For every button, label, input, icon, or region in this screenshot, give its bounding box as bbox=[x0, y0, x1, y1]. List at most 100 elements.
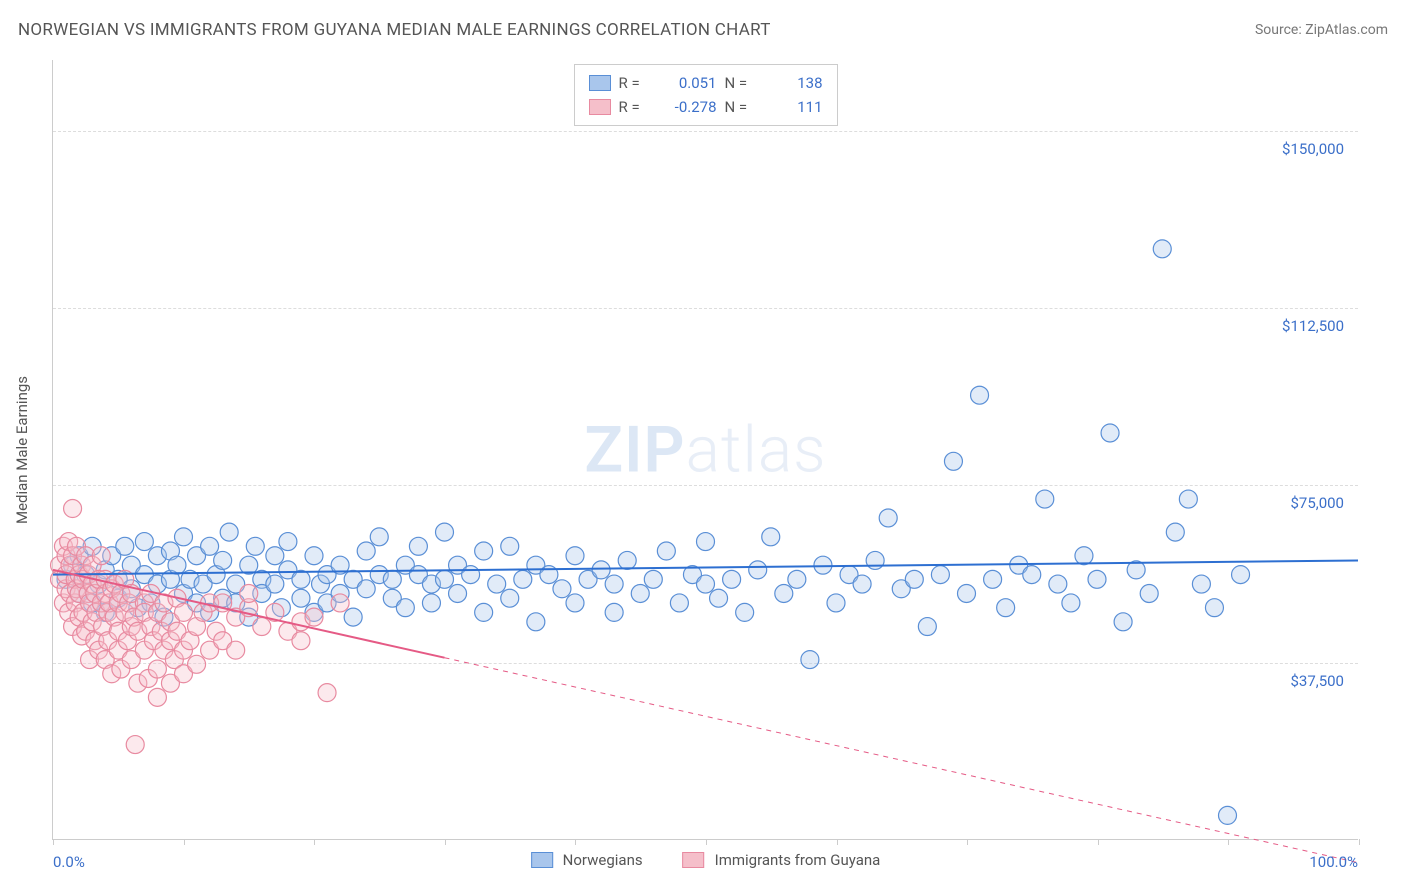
data-point bbox=[357, 542, 375, 560]
data-point bbox=[383, 570, 401, 588]
data-point bbox=[905, 570, 923, 588]
x-tick bbox=[1098, 839, 1099, 845]
x-axis-min-label: 0.0% bbox=[53, 853, 85, 871]
data-point bbox=[697, 533, 715, 551]
data-point bbox=[605, 575, 623, 593]
swatch-series-1 bbox=[589, 75, 611, 91]
data-point bbox=[266, 575, 284, 593]
x-tick bbox=[706, 839, 707, 845]
data-point bbox=[775, 585, 793, 603]
data-point bbox=[331, 594, 349, 612]
data-point bbox=[148, 660, 166, 678]
data-point bbox=[253, 618, 271, 636]
data-point bbox=[344, 608, 362, 626]
data-point bbox=[1205, 599, 1223, 617]
data-point bbox=[357, 580, 375, 598]
r-value-series-2: -0.278 bbox=[657, 95, 717, 119]
data-point bbox=[449, 585, 467, 603]
x-tick bbox=[53, 839, 54, 845]
data-point bbox=[126, 736, 144, 754]
regression-line-extrapolated bbox=[445, 658, 1359, 863]
chart-svg bbox=[53, 60, 1358, 839]
data-point bbox=[984, 570, 1002, 588]
data-point bbox=[944, 452, 962, 470]
data-point bbox=[514, 570, 532, 588]
data-point bbox=[827, 594, 845, 612]
data-point bbox=[292, 589, 310, 607]
data-point bbox=[958, 585, 976, 603]
data-point bbox=[475, 542, 493, 560]
r-value-series-1: 0.051 bbox=[657, 71, 717, 95]
r-label: R = bbox=[619, 71, 649, 95]
n-value-series-1: 138 bbox=[763, 71, 823, 95]
data-point bbox=[697, 575, 715, 593]
data-point bbox=[1153, 240, 1171, 258]
chart-title: NORWEGIAN VS IMMIGRANTS FROM GUYANA MEDI… bbox=[18, 20, 771, 40]
n-label: N = bbox=[725, 95, 755, 119]
data-point bbox=[148, 688, 166, 706]
plot-area: ZIPatlas $37,500$75,000$112,500$150,000 … bbox=[52, 60, 1358, 840]
data-point bbox=[762, 528, 780, 546]
data-point bbox=[971, 386, 989, 404]
data-point bbox=[1219, 806, 1237, 824]
data-point bbox=[246, 537, 264, 555]
data-point bbox=[462, 566, 480, 584]
data-point bbox=[605, 603, 623, 621]
legend-row-series-2: R = -0.278 N = 111 bbox=[589, 95, 823, 119]
data-point bbox=[631, 585, 649, 603]
data-point bbox=[292, 570, 310, 588]
swatch-series-2 bbox=[589, 99, 611, 115]
data-point bbox=[1049, 575, 1067, 593]
data-point bbox=[501, 537, 519, 555]
data-point bbox=[997, 599, 1015, 617]
data-point bbox=[1166, 523, 1184, 541]
x-tick bbox=[1228, 839, 1229, 845]
x-axis-max-label: 100.0% bbox=[1309, 853, 1358, 871]
x-tick bbox=[967, 839, 968, 845]
data-point bbox=[1101, 424, 1119, 442]
swatch-bottom-series-2 bbox=[683, 852, 705, 868]
source-attribution: Source: ZipAtlas.com bbox=[1255, 22, 1388, 38]
data-point bbox=[527, 613, 545, 631]
data-point bbox=[644, 570, 662, 588]
series-legend: Norwegians Immigrants from Guyana bbox=[531, 851, 881, 869]
data-point bbox=[749, 561, 767, 579]
data-point bbox=[436, 570, 454, 588]
data-point bbox=[801, 651, 819, 669]
data-point bbox=[618, 551, 636, 569]
data-point bbox=[657, 542, 675, 560]
n-value-series-2: 111 bbox=[763, 95, 823, 119]
data-point bbox=[566, 594, 584, 612]
data-point bbox=[396, 599, 414, 617]
data-point bbox=[92, 547, 110, 565]
data-point bbox=[64, 500, 82, 518]
data-point bbox=[710, 589, 728, 607]
data-point bbox=[501, 589, 519, 607]
data-point bbox=[305, 608, 323, 626]
y-axis-title: Median Male Earnings bbox=[13, 376, 31, 524]
data-point bbox=[1179, 490, 1197, 508]
data-point bbox=[723, 570, 741, 588]
data-point bbox=[1062, 594, 1080, 612]
data-point bbox=[266, 547, 284, 565]
x-tick bbox=[1359, 839, 1360, 845]
data-point bbox=[227, 641, 245, 659]
data-point bbox=[670, 594, 688, 612]
data-point bbox=[175, 528, 193, 546]
data-point bbox=[422, 594, 440, 612]
data-point bbox=[931, 566, 949, 584]
data-point bbox=[814, 556, 832, 574]
data-point bbox=[592, 561, 610, 579]
data-point bbox=[736, 603, 754, 621]
data-point bbox=[240, 585, 258, 603]
data-point bbox=[201, 537, 219, 555]
data-point bbox=[566, 547, 584, 565]
data-point bbox=[475, 603, 493, 621]
data-point bbox=[175, 603, 193, 621]
data-point bbox=[305, 547, 323, 565]
data-point bbox=[116, 537, 134, 555]
data-point bbox=[1036, 490, 1054, 508]
x-tick bbox=[184, 839, 185, 845]
legend-label-series-1: Norwegians bbox=[563, 851, 643, 869]
x-tick bbox=[314, 839, 315, 845]
